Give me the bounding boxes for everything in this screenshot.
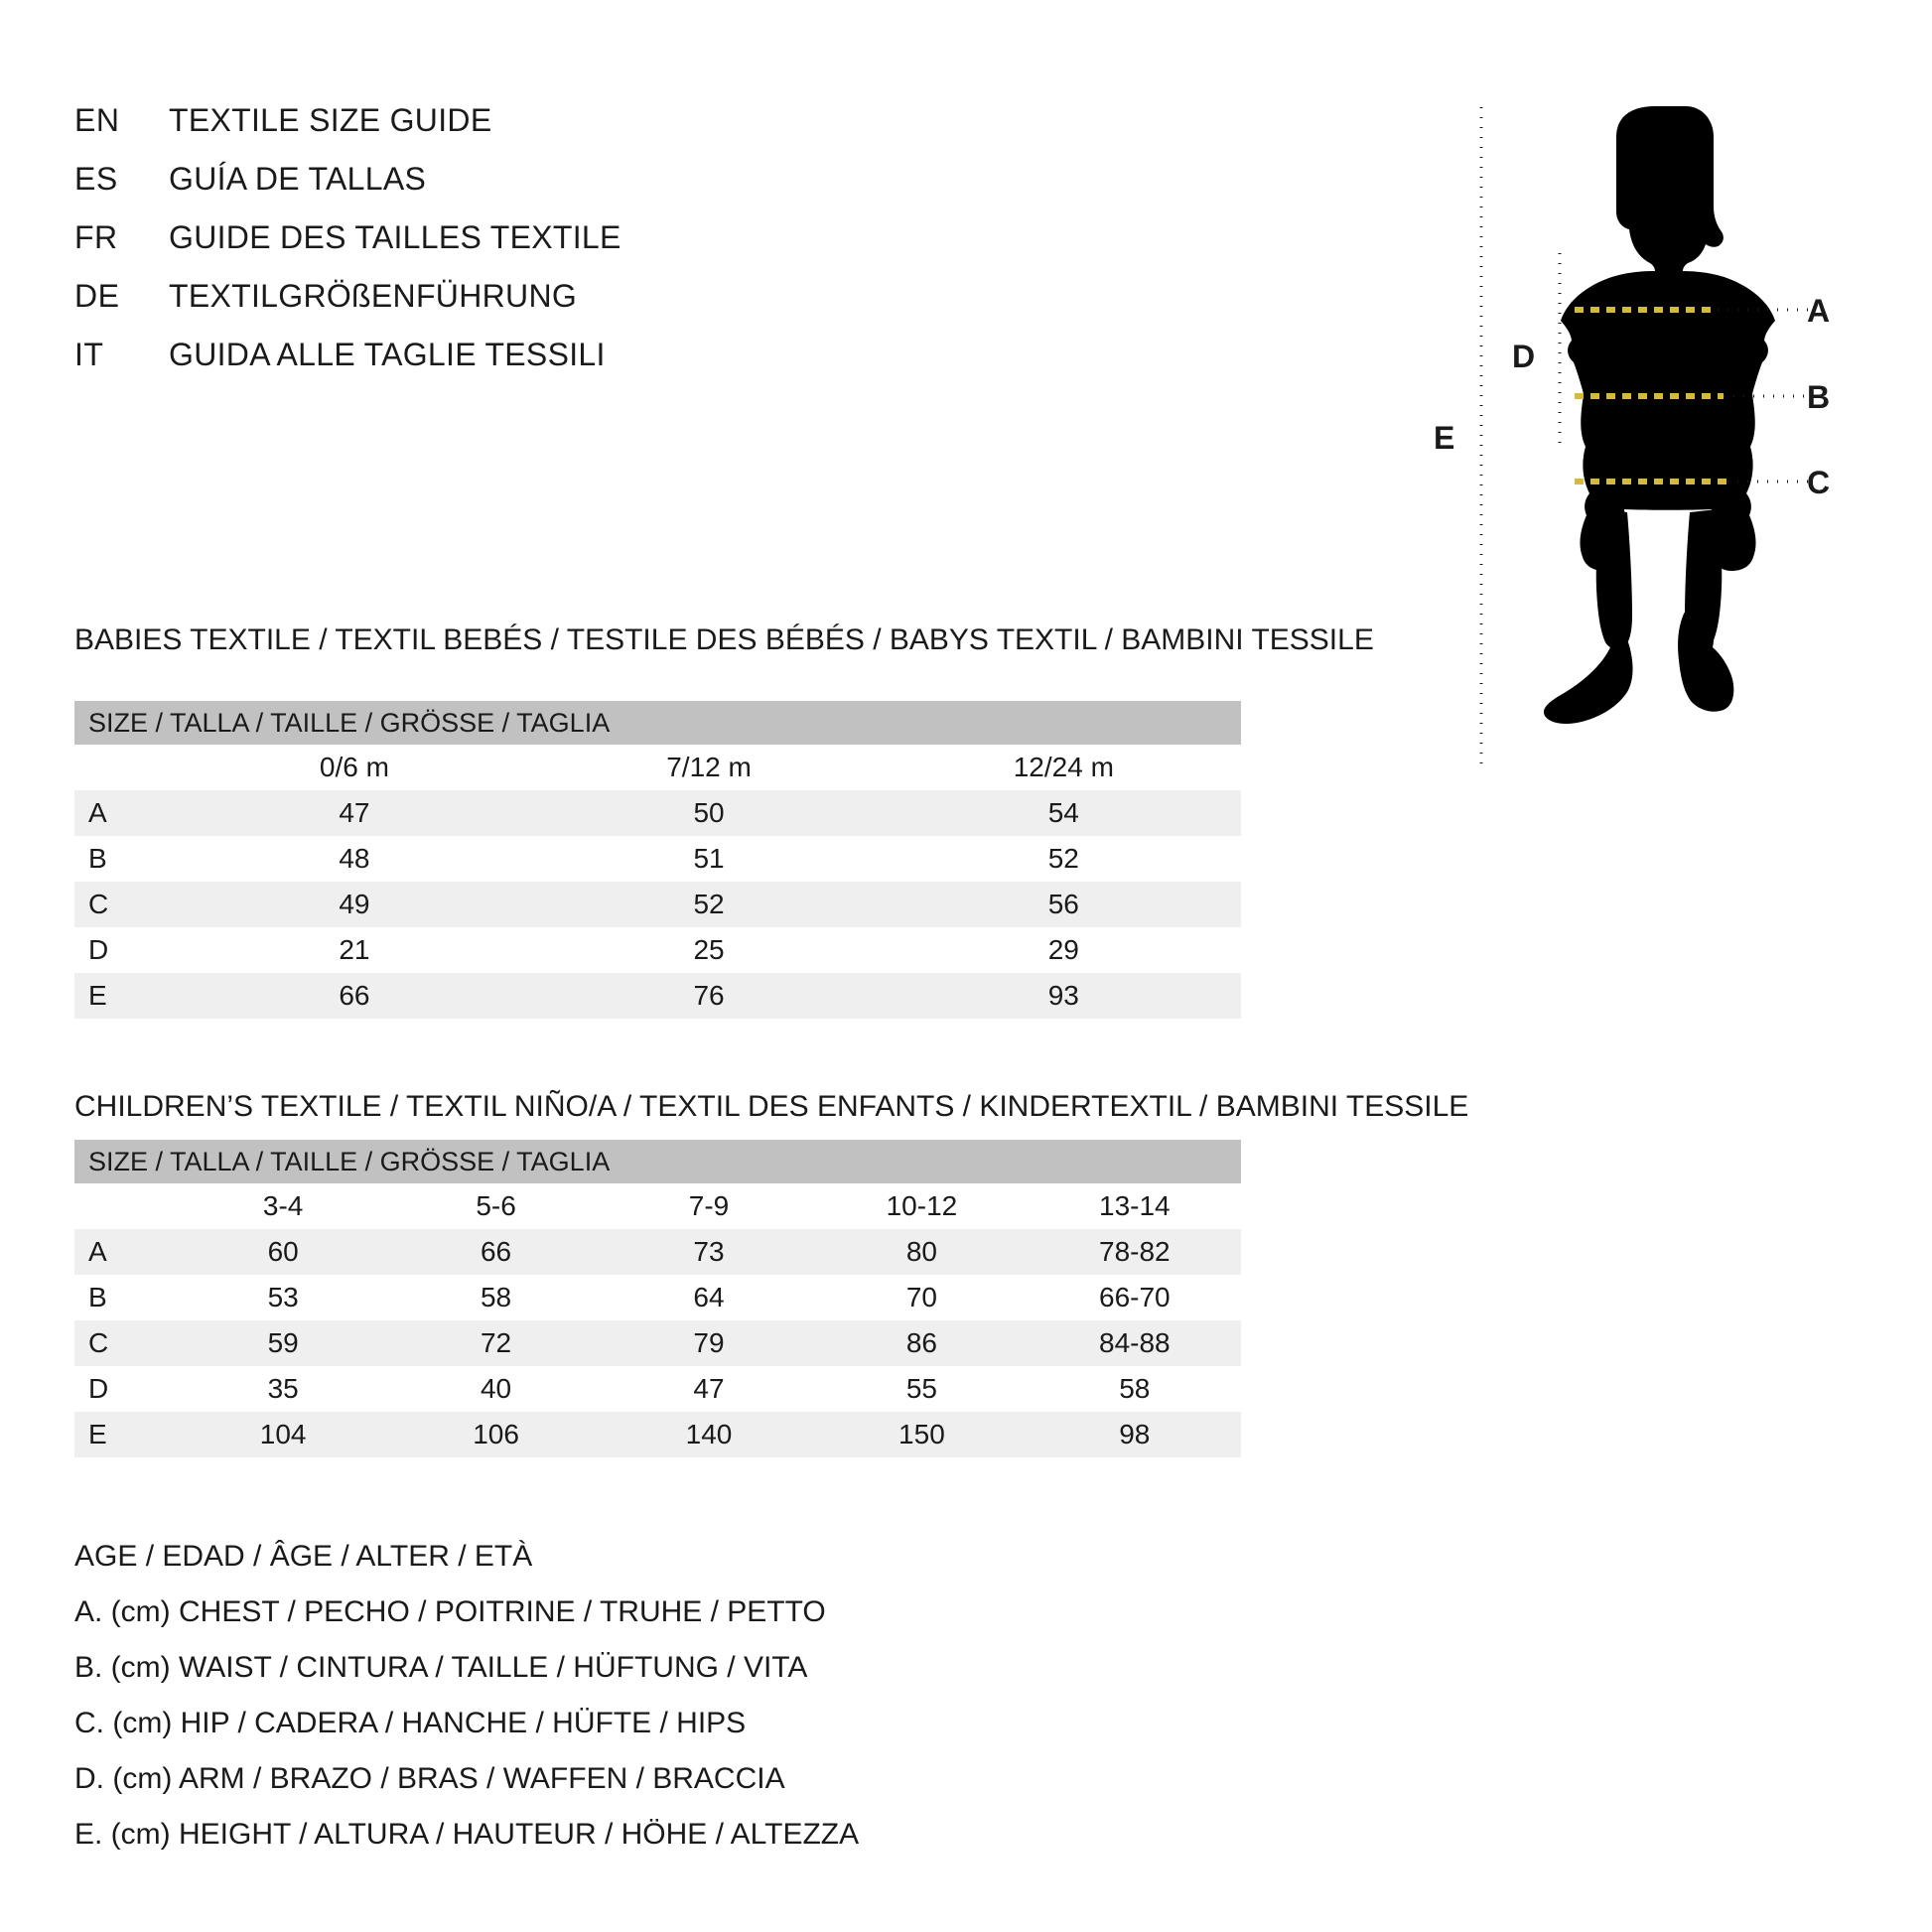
svg-text:C: C (1807, 465, 1830, 500)
svg-text:B: B (1807, 379, 1830, 415)
svg-text:D: D (1512, 339, 1535, 374)
svg-text:A: A (1807, 293, 1830, 329)
svg-text:E: E (1434, 420, 1454, 456)
